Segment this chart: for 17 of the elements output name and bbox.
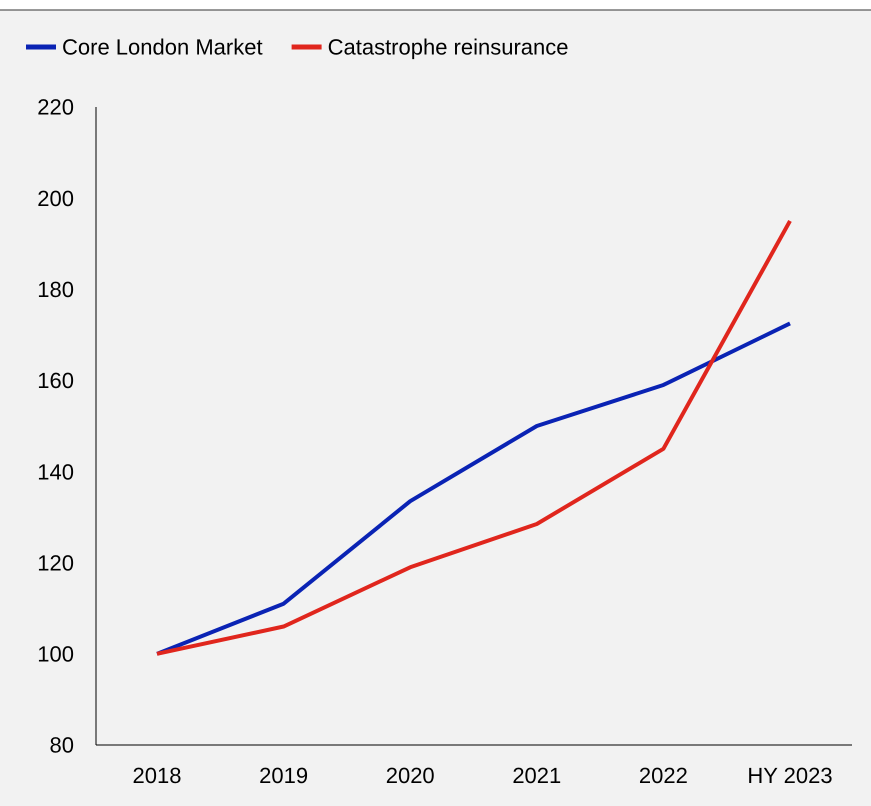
x-tick-label: 2020: [386, 763, 435, 788]
legend-label: Catastrophe reinsurance: [328, 34, 569, 60]
y-tick-label: 140: [37, 459, 74, 484]
x-tick-label: 2018: [132, 763, 182, 788]
y-tick-label: 180: [37, 276, 74, 302]
x-tick-label: 2019: [259, 763, 308, 788]
x-tick-label: 2021: [512, 763, 562, 788]
x-tick-label: 2022: [638, 763, 688, 788]
y-tick-label: 160: [37, 368, 74, 394]
line-series: [155, 218, 792, 656]
y-tick-label: 120: [37, 550, 74, 576]
x-tick-label: HY 2023: [747, 763, 833, 788]
y-tick-label: 200: [37, 186, 74, 211]
legend-label: Core London Market: [62, 34, 263, 60]
y-tick-label: 220: [37, 94, 74, 120]
y-tick-label: 100: [37, 642, 74, 667]
y-tick-label: 80: [50, 732, 74, 758]
